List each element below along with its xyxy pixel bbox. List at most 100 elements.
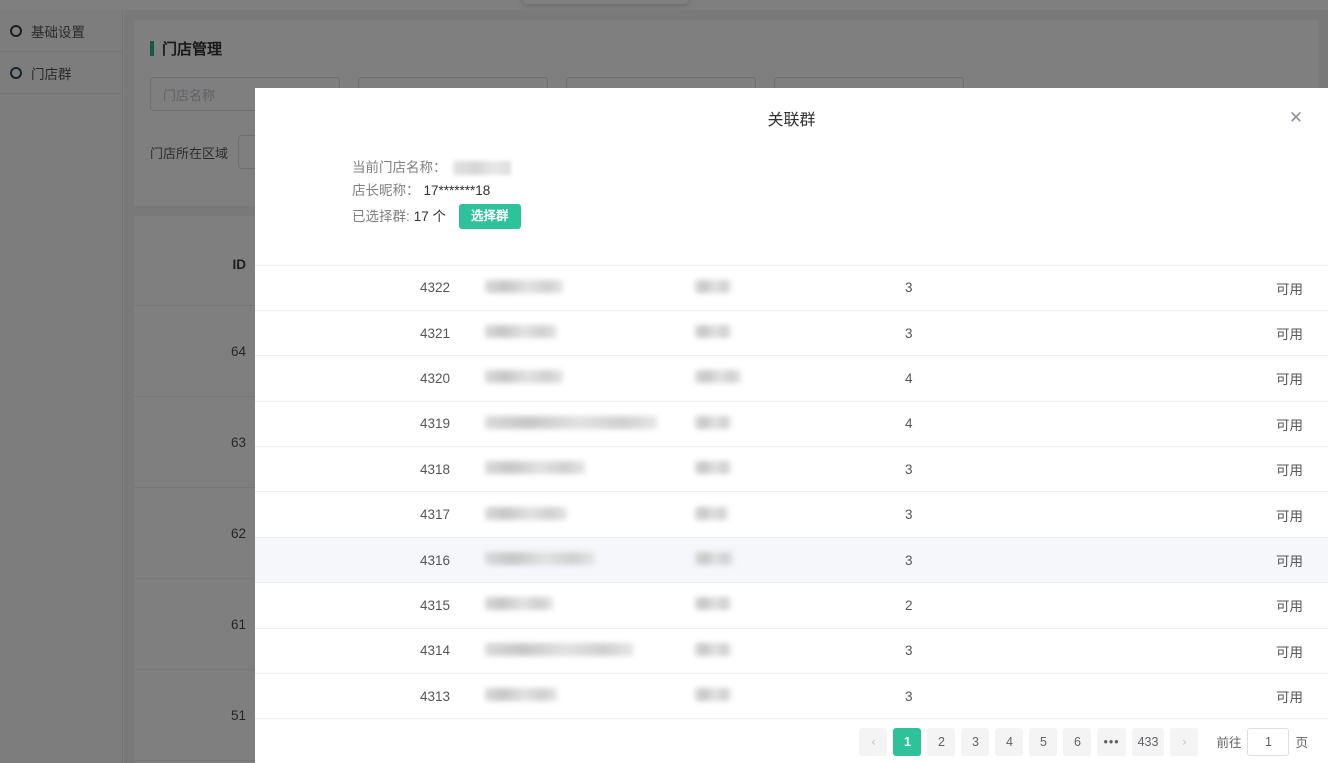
cell-group-id: 4313 [419, 688, 450, 704]
page-jump: 前往 页 [1216, 727, 1308, 756]
jump-prefix-label: 前往 [1216, 736, 1242, 750]
page-number[interactable]: 1 [893, 727, 922, 756]
cell-member-count: 3 [905, 552, 913, 568]
redacted-text [485, 552, 595, 566]
cell-group-id: 4319 [419, 416, 450, 432]
cell-status: 可用 [1276, 463, 1303, 479]
selected-groups-count: 17 个 [413, 208, 447, 224]
cell-member-count: 4 [905, 370, 913, 386]
redacted-text [695, 506, 728, 520]
table-row[interactable]: 4313 3 可用 [255, 674, 1328, 719]
close-icon[interactable]: ✕ [1288, 108, 1304, 128]
redacted-text [485, 506, 567, 520]
store-name-row: 当前门店名称： [352, 156, 1328, 179]
group-table-header-row [255, 243, 1328, 266]
table-row[interactable]: 4318 3 可用 [255, 447, 1328, 493]
cell-status: 可用 [1276, 599, 1303, 615]
redacted-text [485, 415, 657, 429]
manager-nickname-row: 店长昵称： 17*******18 [352, 179, 1328, 202]
page-number[interactable]: 6 [1063, 727, 1092, 756]
cell-group-type [675, 597, 885, 613]
store-name-label: 当前门店名称： [352, 160, 447, 175]
store-name-redacted-value [452, 160, 511, 175]
chevron-right-icon[interactable]: › [1170, 727, 1199, 756]
table-row[interactable]: 4319 4 可用 [255, 402, 1328, 448]
table-row[interactable]: 4316 3 可用 [255, 537, 1328, 584]
cell-member-count: 3 [905, 643, 913, 659]
cell-member-count: 3 [905, 280, 913, 296]
redacted-text [485, 597, 553, 611]
cell-group-name [465, 688, 675, 704]
cell-status: 可用 [1276, 281, 1303, 297]
chevron-left-icon[interactable]: ‹ [859, 727, 888, 756]
page-number[interactable]: 5 [1029, 727, 1058, 756]
cell-group-type [675, 325, 885, 341]
cell-group-id: 4318 [419, 461, 450, 477]
dialog-header: 关联群 ✕ [255, 88, 1328, 148]
cell-group-name [465, 415, 675, 432]
dialog-title: 关联群 [767, 112, 816, 129]
cell-group-id: 4317 [419, 507, 450, 523]
cell-group-type [675, 506, 885, 523]
cell-group-id: 4322 [419, 280, 450, 296]
cell-status: 可用 [1276, 554, 1303, 570]
cell-group-id: 4315 [419, 597, 450, 613]
table-row[interactable]: 4317 3 可用 [255, 492, 1328, 538]
redacted-text [485, 642, 633, 656]
cell-group-type [675, 688, 885, 704]
cell-group-type [675, 370, 885, 386]
cell-status: 可用 [1276, 372, 1303, 388]
redacted-text [485, 688, 557, 702]
cell-group-type [675, 642, 885, 659]
cell-group-id: 4314 [419, 643, 450, 659]
table-row[interactable]: 4314 3 可用 [255, 629, 1328, 675]
group-table-wrapper: 4322 3 可用 4321 3 可用 4320 4 可用 4319 4 可用 4318 3 可用 4317 3… [255, 243, 1328, 719]
table-row[interactable]: 4315 2 可用 [255, 583, 1328, 629]
redacted-text [695, 688, 731, 702]
redacted-text [695, 279, 731, 293]
select-group-button[interactable]: 选择群 [459, 204, 521, 229]
table-row[interactable]: 4321 3 可用 [255, 311, 1328, 357]
table-row[interactable]: 4322 3 可用 [255, 266, 1328, 311]
cell-group-name [465, 325, 675, 341]
cell-group-type [675, 415, 885, 432]
cell-member-count: 3 [905, 325, 913, 341]
redacted-text [695, 597, 731, 611]
cell-member-count: 3 [905, 461, 913, 477]
cell-status: 可用 [1276, 690, 1303, 706]
cell-member-count: 3 [905, 688, 913, 704]
cell-status: 可用 [1276, 644, 1303, 660]
jump-page-input[interactable] [1247, 727, 1290, 756]
cell-group-type [675, 461, 885, 477]
cell-group-name [465, 279, 675, 296]
redacted-text [695, 325, 731, 339]
pagination-ellipsis[interactable]: ••• [1097, 727, 1126, 756]
page-last[interactable]: 433 [1131, 727, 1165, 756]
redacted-text [485, 370, 563, 384]
cell-group-name [465, 642, 675, 659]
cell-group-name [465, 506, 675, 523]
redacted-text [695, 415, 731, 429]
cell-group-name [465, 552, 675, 568]
group-table-scroll[interactable]: 4322 3 可用 4321 3 可用 4320 4 可用 4319 4 可用 4318 3 可用 4317 3… [255, 243, 1328, 719]
page-number[interactable]: 3 [961, 727, 990, 756]
manager-nickname-label: 店长昵称： [352, 183, 420, 198]
table-row[interactable]: 4320 4 可用 [255, 356, 1328, 402]
redacted-text [695, 642, 731, 656]
cell-group-name [465, 370, 675, 386]
page-number[interactable]: 2 [927, 727, 956, 756]
redacted-text [485, 325, 557, 339]
selected-groups-row: 已选择群: 17 个 选择群 [352, 204, 1328, 229]
cell-group-id: 4316 [419, 552, 450, 568]
cell-group-type [675, 279, 885, 296]
redacted-text [695, 552, 733, 566]
page-number[interactable]: 4 [995, 727, 1024, 756]
cell-group-name [465, 597, 675, 613]
redacted-text [485, 279, 563, 293]
manager-nickname-value: 17*******18 [423, 183, 491, 198]
redacted-text [485, 461, 585, 475]
cell-status: 可用 [1276, 508, 1303, 524]
